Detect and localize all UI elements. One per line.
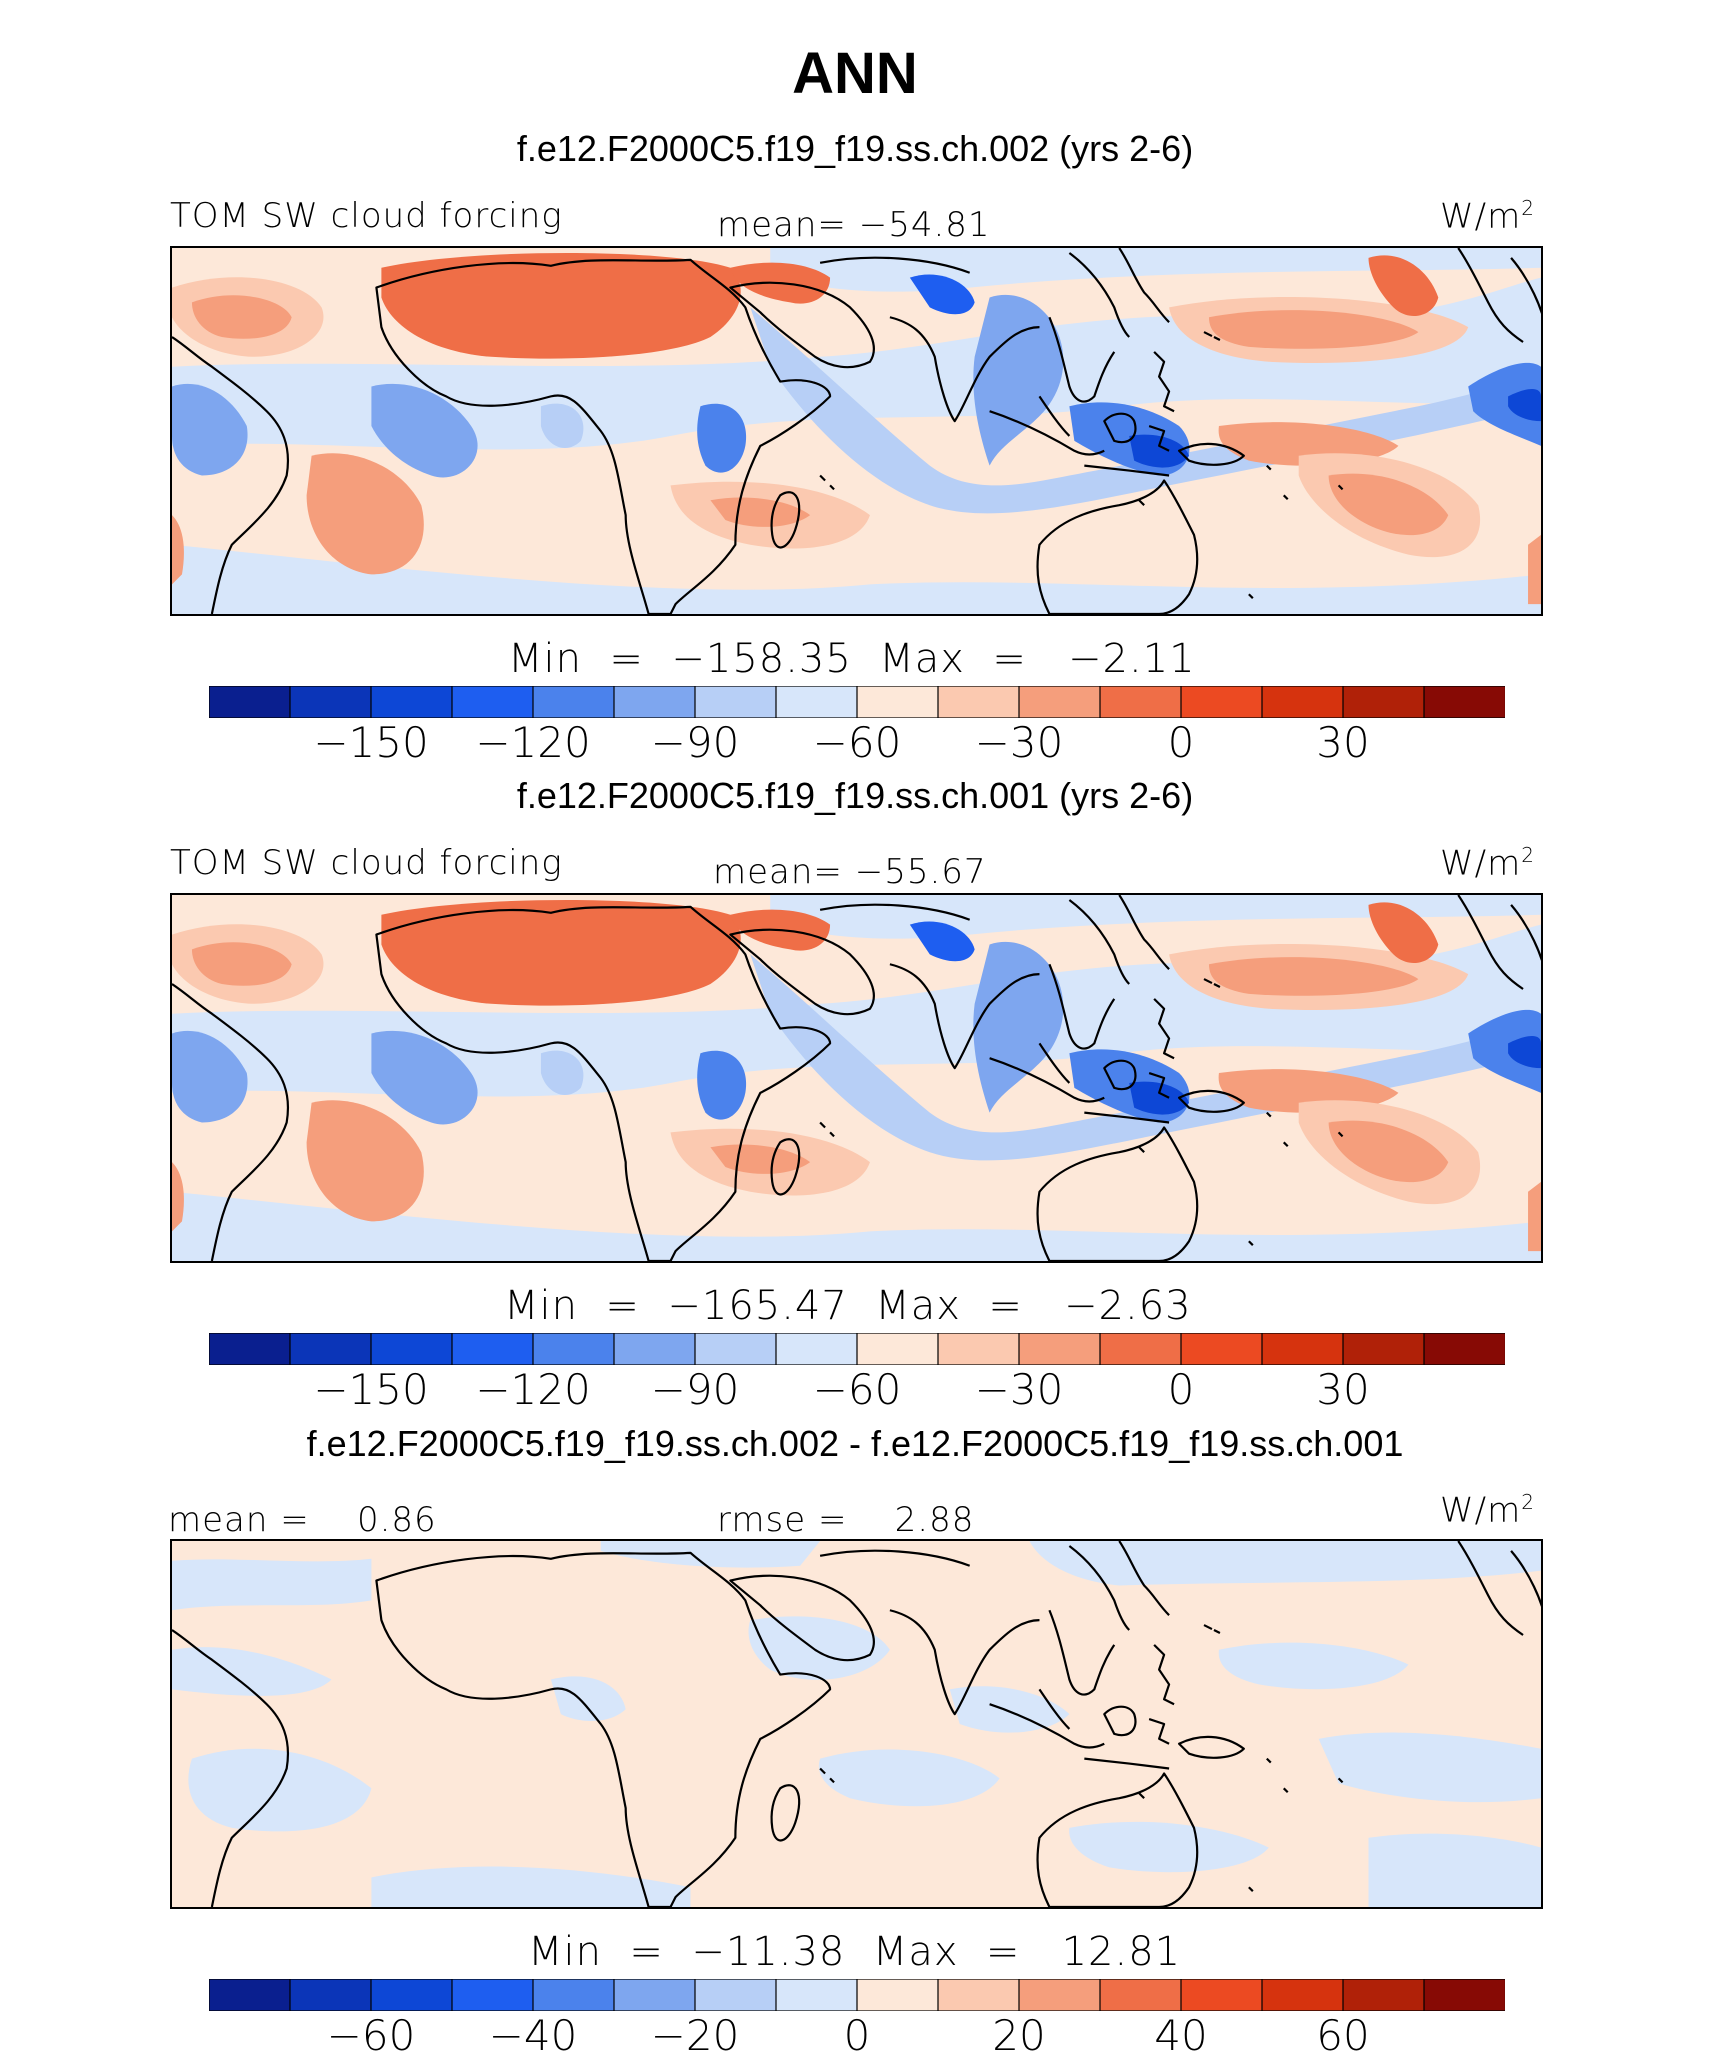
- colorbar-cell: [1180, 1333, 1264, 1365]
- colorbar-cell: [1342, 1333, 1426, 1365]
- colorbar-tick-label: 0: [843, 2011, 871, 2060]
- colorbar-cell: [370, 1333, 454, 1365]
- colorbar-cell: [937, 1333, 1021, 1365]
- colorbar-cell: [532, 1333, 616, 1365]
- colorbar-cell: [1180, 686, 1264, 718]
- colorbar-cell: [694, 1333, 778, 1365]
- colorbar-cell: [1423, 1979, 1505, 2011]
- panel-2-subtitle: f.e12.F2000C5.f19_f19.ss.ch.001 (yrs 2-6…: [516, 775, 1194, 816]
- colorbar-cell: [937, 1979, 1021, 2011]
- colorbar-cell: [1099, 686, 1183, 718]
- page-title: ANN: [792, 41, 918, 106]
- colorbar-cell: [289, 686, 373, 718]
- colorbar-cell: [1342, 686, 1426, 718]
- colorbar-cell: [1018, 686, 1102, 718]
- panel-2-colorbar: [209, 1333, 1505, 1365]
- colorbar-tick-label: 0: [1167, 1365, 1195, 1414]
- colorbar-cell: [856, 1979, 940, 2011]
- colorbar-cell: [613, 1333, 697, 1365]
- colorbar-cell: [1180, 1979, 1264, 2011]
- colorbar-cell: [370, 1979, 454, 2011]
- panel-2-units-label: W/m2: [1440, 843, 1535, 884]
- colorbar-tick-label: −90: [650, 1365, 740, 1414]
- panel-3-rmse-label: rmse = 2.88: [717, 1500, 975, 1540]
- colorbar-tick-label: 30: [1316, 1365, 1370, 1414]
- colorbar-cell: [1018, 1333, 1102, 1365]
- colorbar-tick-label: −40: [488, 2011, 578, 2060]
- panel-2-map-plot: [172, 895, 1541, 1261]
- colorbar-tick-label: −150: [313, 1365, 429, 1414]
- colorbar-tick-label: −60: [812, 1365, 902, 1414]
- colorbar-cell: [775, 1979, 859, 2011]
- colorbar-cell: [694, 1979, 778, 2011]
- panel-1-units-label: W/m2: [1440, 196, 1535, 237]
- colorbar-tick-label: −60: [812, 718, 902, 767]
- colorbar-cell: [1099, 1333, 1183, 1365]
- colorbar-cell: [1261, 686, 1345, 718]
- panel-2-variable-label: TOM SW cloud forcing: [170, 843, 563, 883]
- panel-3-subtitle: f.e12.F2000C5.f19_f19.ss.ch.002 - f.e12.…: [306, 1423, 1404, 1464]
- colorbar-cell: [209, 686, 292, 718]
- colorbar-tick-label: −30: [974, 1365, 1064, 1414]
- colorbar-cell: [613, 686, 697, 718]
- colorbar-tick-label: −30: [974, 718, 1064, 767]
- colorbar-tick-label: −150: [313, 718, 429, 767]
- colorbar-tick-label: −120: [475, 718, 591, 767]
- colorbar-cell: [694, 686, 778, 718]
- colorbar-cell: [1423, 686, 1505, 718]
- panel-2-map: [170, 893, 1543, 1263]
- colorbar-tick-label: 60: [1316, 2011, 1370, 2060]
- panel-3-map-plot: [172, 1541, 1541, 1907]
- panel-1-variable-label: TOM SW cloud forcing: [170, 196, 563, 236]
- colorbar-tick-label: 0: [1167, 718, 1195, 767]
- panel-1-map-plot: [172, 248, 1541, 614]
- panel-3-units-label: W/m2: [1440, 1490, 1535, 1531]
- colorbar-cell: [1261, 1979, 1345, 2011]
- panel-2-colorbar-ticks: −150 −120 −90 −60 −30 0 30: [209, 1365, 1505, 1415]
- colorbar-cell: [451, 1333, 535, 1365]
- panel-3-minmax: Min = −11.38 Max = 12.81: [528, 1929, 1182, 1975]
- colorbar-cell: [856, 686, 940, 718]
- colorbar-cell: [1099, 1979, 1183, 2011]
- colorbar-tick-label: −120: [475, 1365, 591, 1414]
- colorbar-tick-label: −60: [326, 2011, 416, 2060]
- panel-1-subtitle: f.e12.F2000C5.f19_f19.ss.ch.002 (yrs 2-6…: [516, 128, 1194, 169]
- colorbar-cell: [937, 686, 1021, 718]
- colorbar-cell: [856, 1333, 940, 1365]
- colorbar-cell: [451, 686, 535, 718]
- colorbar-tick-label: 20: [992, 2011, 1046, 2060]
- colorbar-cell: [289, 1333, 373, 1365]
- colorbar-cell: [209, 1333, 292, 1365]
- colorbar-cell: [1261, 1333, 1345, 1365]
- panel-1-map: [170, 246, 1543, 616]
- colorbar-tick-label: 30: [1316, 718, 1370, 767]
- colorbar-cell: [1342, 1979, 1426, 2011]
- colorbar-cell: [775, 686, 859, 718]
- colorbar-cell: [370, 686, 454, 718]
- panel-3-colorbar-ticks: −60 −40 −20 0 20 40 60: [209, 2011, 1505, 2061]
- panel-3-map: [170, 1539, 1543, 1909]
- colorbar-tick-label: 40: [1154, 2011, 1208, 2060]
- panel-1-colorbar: [209, 686, 1505, 718]
- colorbar-cell: [532, 686, 616, 718]
- colorbar-cell: [532, 1979, 616, 2011]
- colorbar-tick-label: −20: [650, 2011, 740, 2060]
- colorbar-cell: [451, 1979, 535, 2011]
- colorbar-cell: [1018, 1979, 1102, 2011]
- colorbar-cell: [775, 1333, 859, 1365]
- panel-2-minmax: Min = −165.47 Max = −2.63: [504, 1283, 1192, 1329]
- panel-3-mean-label: mean = 0.86: [168, 1500, 437, 1540]
- panel-1-mean-label: mean= −54.81: [717, 205, 991, 245]
- colorbar-tick-label: −90: [650, 718, 740, 767]
- colorbar-cell: [209, 1979, 292, 2011]
- panel-1-minmax: Min = −158.35 Max = −2.11: [508, 636, 1196, 682]
- panel-3-colorbar: [209, 1979, 1505, 2011]
- colorbar-cell: [289, 1979, 373, 2011]
- panel-2-mean-label: mean= −55.67: [713, 852, 987, 892]
- colorbar-cell: [1423, 1333, 1505, 1365]
- colorbar-cell: [613, 1979, 697, 2011]
- panel-1-colorbar-ticks: −150 −120 −90 −60 −30 0 30: [209, 718, 1505, 768]
